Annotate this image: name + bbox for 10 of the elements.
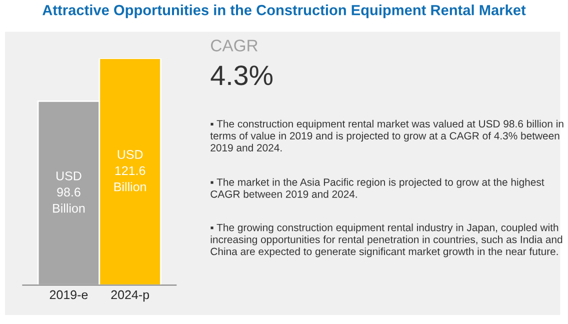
text: CAGR: [211, 40, 258, 52]
text: Attractive Opportunities in the Construction Equipment Rental Market: [42, 4, 526, 18]
data-label: USD 98.6 Billion: [53, 171, 85, 213]
text: ▪ The construction equipment rental market was valued at USD 98.6 billion in terms of value in 2019 and is projected to grow at a CAGR of 4.3% between 2019 and 2024.: [210, 120, 564, 152]
text: ▪ The market in the Asia Pacific region is projected to grow at the highest CAGR between 2019 and 2024.: [210, 178, 544, 198]
text: 4.3%: [210, 66, 272, 86]
text: ▪ The growing construction equipment rental industry in Japan, coupled with increasing opportunities for rental penetration in countries, such as India and China are expected to generate significant market growth in the near future.: [210, 224, 562, 258]
x-tick-label: 2024-p: [111, 290, 150, 302]
x-tick-label: 2019-e: [50, 290, 88, 300]
data-label: USD 121.6 Billion: [114, 150, 146, 192]
